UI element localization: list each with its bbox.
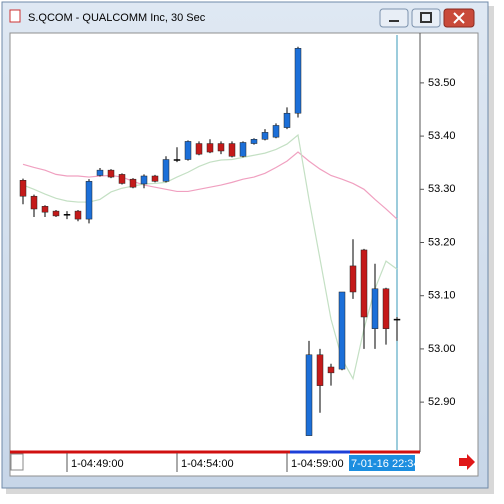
minimize-button[interactable]	[379, 8, 409, 28]
y-tick-label: 53.00	[428, 343, 456, 355]
y-tick-label: 52.90	[428, 396, 456, 408]
maximize-button[interactable]	[411, 8, 441, 28]
y-tick-label: 53.50	[428, 77, 456, 89]
candle-body	[85, 181, 93, 220]
y-tick-label: 53.40	[428, 130, 456, 142]
candle-body	[382, 288, 390, 329]
scroll-box[interactable]	[10, 453, 24, 471]
candle-body	[162, 159, 170, 182]
candle-body	[239, 142, 247, 157]
candle-body	[261, 132, 269, 140]
candle-body	[151, 175, 159, 182]
candle-body	[206, 143, 214, 153]
candle-body	[41, 206, 49, 213]
candle-body	[19, 180, 27, 197]
candle-body	[217, 143, 225, 152]
y-tick-label: 53.20	[428, 236, 456, 248]
x-tick-label: 1-04:49:00	[71, 458, 124, 470]
candle-body	[30, 195, 38, 210]
x-tick-label: 1-04:54:00	[181, 458, 234, 470]
scroll-right-arrow[interactable]	[459, 454, 475, 470]
x-tick-label: 1-04:59:00	[291, 458, 344, 470]
candle-body	[360, 249, 368, 318]
candle-body	[118, 174, 126, 184]
maximize-glyph	[420, 12, 432, 23]
candle-body	[349, 265, 357, 293]
candle-body	[316, 354, 324, 386]
candle-body	[140, 175, 148, 185]
window-title: S.QCOM - QUALCOMM Inc, 30 Sec	[28, 12, 206, 24]
cursor-label-box	[349, 455, 415, 471]
candle-body	[371, 288, 379, 329]
candle-body	[272, 125, 280, 138]
candle-body	[63, 214, 71, 216]
candle-body	[96, 169, 104, 176]
candle-body	[327, 366, 335, 374]
candle-body	[184, 141, 192, 160]
y-tick-label: 53.10	[428, 290, 456, 302]
cursor-label: 7-01-16 22:34:00	[351, 458, 435, 470]
candle-body	[228, 143, 236, 157]
candle-body	[52, 210, 60, 217]
candle-body	[305, 354, 313, 436]
plot-frame	[9, 32, 479, 477]
y-tick-label: 53.30	[428, 183, 456, 195]
moving-average-line	[22, 133, 398, 381]
close-glyph	[453, 12, 465, 24]
candle-body	[107, 169, 115, 178]
candle-body	[195, 143, 203, 155]
candle-body	[74, 210, 82, 220]
candle-body	[393, 318, 401, 321]
candle-body	[250, 139, 258, 144]
app-icon	[9, 9, 21, 23]
candle-body	[338, 291, 346, 370]
moving-average-line	[22, 151, 398, 220]
candle-body	[294, 48, 302, 114]
candle-body	[173, 159, 181, 161]
candle-body	[283, 112, 291, 128]
candle-body	[129, 178, 137, 188]
